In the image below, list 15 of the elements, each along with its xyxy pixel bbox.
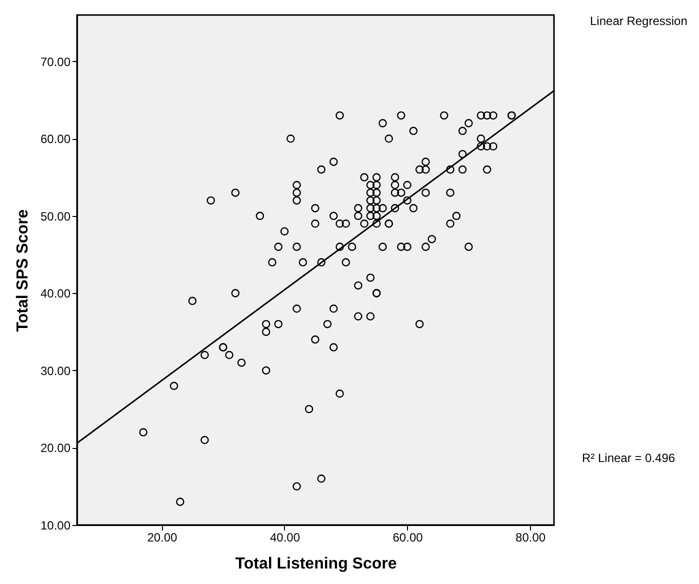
y-tick-label: 50.00 xyxy=(40,209,71,224)
y-tick-label: 20.00 xyxy=(40,441,71,456)
x-tick-label: 80.00 xyxy=(516,530,546,544)
y-tick-label: 70.00 xyxy=(40,54,71,69)
y-tick-label: 30.00 xyxy=(40,364,71,378)
y-axis-title: Total SPS Score xyxy=(14,209,32,332)
x-tick-label: 40.00 xyxy=(270,530,300,544)
y-tick-label: 10.00 xyxy=(40,518,71,532)
text: R² Linear = 0.496 xyxy=(582,451,676,465)
x-tick-label: 60.00 xyxy=(392,530,424,544)
y-tick-label: 40.00 xyxy=(40,286,71,301)
text: Linear Regression xyxy=(590,14,688,28)
x-tick-label: 20.00 xyxy=(147,530,178,544)
y-tick-label: 60.00 xyxy=(40,132,71,146)
x-axis-title: Total Listening Score xyxy=(235,556,397,572)
